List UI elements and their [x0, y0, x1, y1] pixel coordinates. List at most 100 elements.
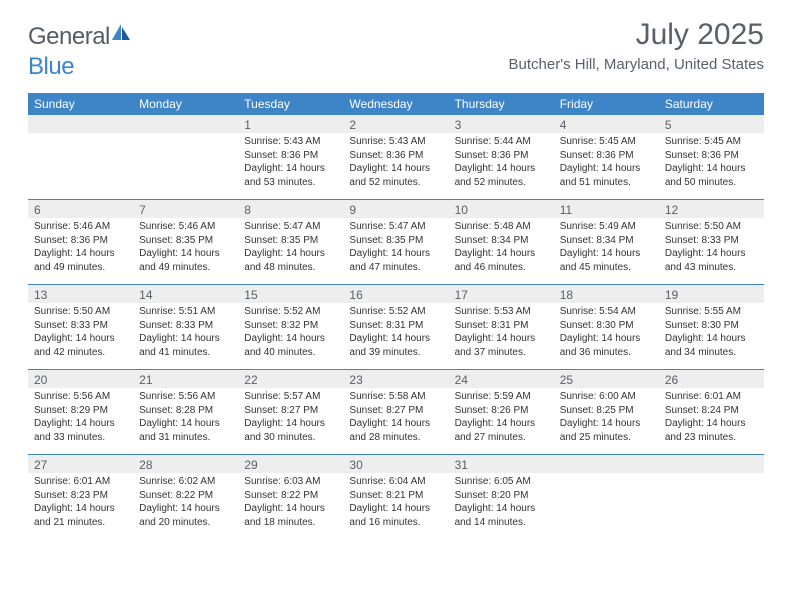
day-cell: 11Sunrise: 5:49 AMSunset: 8:34 PMDayligh…	[554, 200, 659, 284]
day-number	[659, 455, 764, 473]
daylight-text-1: Daylight: 14 hours	[349, 247, 442, 261]
calendar-grid: Sunday Monday Tuesday Wednesday Thursday…	[28, 93, 764, 539]
day-number: 23	[343, 370, 448, 388]
day-number: 15	[238, 285, 343, 303]
day-body: Sunrise: 5:45 AMSunset: 8:36 PMDaylight:…	[554, 133, 659, 193]
day-number: 5	[659, 115, 764, 133]
daylight-text-2: and 48 minutes.	[244, 261, 337, 275]
sunset-text: Sunset: 8:28 PM	[139, 404, 232, 418]
day-number: 20	[28, 370, 133, 388]
daylight-text-1: Daylight: 14 hours	[560, 332, 653, 346]
sunrise-text: Sunrise: 5:57 AM	[244, 390, 337, 404]
day-body: Sunrise: 5:47 AMSunset: 8:35 PMDaylight:…	[343, 218, 448, 278]
day-header: Thursday	[449, 93, 554, 115]
day-header: Monday	[133, 93, 238, 115]
day-number: 3	[449, 115, 554, 133]
day-body: Sunrise: 6:05 AMSunset: 8:20 PMDaylight:…	[449, 473, 554, 533]
day-cell: 30Sunrise: 6:04 AMSunset: 8:21 PMDayligh…	[343, 455, 448, 539]
sunrise-text: Sunrise: 5:50 AM	[34, 305, 127, 319]
day-cell	[659, 455, 764, 539]
daylight-text-1: Daylight: 14 hours	[349, 162, 442, 176]
sunset-text: Sunset: 8:31 PM	[455, 319, 548, 333]
day-number: 19	[659, 285, 764, 303]
day-body: Sunrise: 5:55 AMSunset: 8:30 PMDaylight:…	[659, 303, 764, 363]
daylight-text-2: and 31 minutes.	[139, 431, 232, 445]
day-body: Sunrise: 5:46 AMSunset: 8:35 PMDaylight:…	[133, 218, 238, 278]
day-number	[133, 115, 238, 133]
sunset-text: Sunset: 8:25 PM	[560, 404, 653, 418]
daylight-text-1: Daylight: 14 hours	[34, 247, 127, 261]
sunrise-text: Sunrise: 5:45 AM	[665, 135, 758, 149]
day-number: 4	[554, 115, 659, 133]
day-number: 7	[133, 200, 238, 218]
week-row: 27Sunrise: 6:01 AMSunset: 8:23 PMDayligh…	[28, 454, 764, 539]
day-number: 13	[28, 285, 133, 303]
daylight-text-2: and 49 minutes.	[139, 261, 232, 275]
day-number: 22	[238, 370, 343, 388]
daylight-text-2: and 16 minutes.	[349, 516, 442, 530]
day-number	[554, 455, 659, 473]
daylight-text-1: Daylight: 14 hours	[34, 417, 127, 431]
week-row: 20Sunrise: 5:56 AMSunset: 8:29 PMDayligh…	[28, 369, 764, 454]
day-number: 18	[554, 285, 659, 303]
daylight-text-2: and 43 minutes.	[665, 261, 758, 275]
day-body: Sunrise: 6:00 AMSunset: 8:25 PMDaylight:…	[554, 388, 659, 448]
sunrise-text: Sunrise: 5:56 AM	[139, 390, 232, 404]
daylight-text-1: Daylight: 14 hours	[139, 417, 232, 431]
day-cell: 20Sunrise: 5:56 AMSunset: 8:29 PMDayligh…	[28, 370, 133, 454]
day-number	[28, 115, 133, 133]
sunset-text: Sunset: 8:36 PM	[560, 149, 653, 163]
day-body: Sunrise: 5:50 AMSunset: 8:33 PMDaylight:…	[659, 218, 764, 278]
day-body: Sunrise: 5:57 AMSunset: 8:27 PMDaylight:…	[238, 388, 343, 448]
sunrise-text: Sunrise: 5:54 AM	[560, 305, 653, 319]
day-number: 24	[449, 370, 554, 388]
day-cell: 16Sunrise: 5:52 AMSunset: 8:31 PMDayligh…	[343, 285, 448, 369]
day-cell: 4Sunrise: 5:45 AMSunset: 8:36 PMDaylight…	[554, 115, 659, 199]
daylight-text-2: and 27 minutes.	[455, 431, 548, 445]
day-cell: 29Sunrise: 6:03 AMSunset: 8:22 PMDayligh…	[238, 455, 343, 539]
sunrise-text: Sunrise: 5:51 AM	[139, 305, 232, 319]
daylight-text-2: and 41 minutes.	[139, 346, 232, 360]
day-body: Sunrise: 5:52 AMSunset: 8:32 PMDaylight:…	[238, 303, 343, 363]
day-body: Sunrise: 5:45 AMSunset: 8:36 PMDaylight:…	[659, 133, 764, 193]
day-number: 30	[343, 455, 448, 473]
day-number: 10	[449, 200, 554, 218]
daylight-text-2: and 18 minutes.	[244, 516, 337, 530]
day-cell: 27Sunrise: 6:01 AMSunset: 8:23 PMDayligh…	[28, 455, 133, 539]
sunrise-text: Sunrise: 5:47 AM	[349, 220, 442, 234]
daylight-text-1: Daylight: 14 hours	[665, 417, 758, 431]
day-cell: 24Sunrise: 5:59 AMSunset: 8:26 PMDayligh…	[449, 370, 554, 454]
day-body: Sunrise: 5:56 AMSunset: 8:29 PMDaylight:…	[28, 388, 133, 448]
day-cell: 8Sunrise: 5:47 AMSunset: 8:35 PMDaylight…	[238, 200, 343, 284]
sunset-text: Sunset: 8:23 PM	[34, 489, 127, 503]
week-row: 6Sunrise: 5:46 AMSunset: 8:36 PMDaylight…	[28, 199, 764, 284]
day-cell: 19Sunrise: 5:55 AMSunset: 8:30 PMDayligh…	[659, 285, 764, 369]
daylight-text-2: and 28 minutes.	[349, 431, 442, 445]
sunset-text: Sunset: 8:36 PM	[244, 149, 337, 163]
day-cell: 14Sunrise: 5:51 AMSunset: 8:33 PMDayligh…	[133, 285, 238, 369]
day-body: Sunrise: 5:43 AMSunset: 8:36 PMDaylight:…	[238, 133, 343, 193]
sunset-text: Sunset: 8:29 PM	[34, 404, 127, 418]
day-cell: 22Sunrise: 5:57 AMSunset: 8:27 PMDayligh…	[238, 370, 343, 454]
sunset-text: Sunset: 8:35 PM	[139, 234, 232, 248]
daylight-text-1: Daylight: 14 hours	[139, 247, 232, 261]
daylight-text-2: and 36 minutes.	[560, 346, 653, 360]
sunset-text: Sunset: 8:22 PM	[244, 489, 337, 503]
day-cell	[28, 115, 133, 199]
page: General July 2025 Butcher's Hill, Maryla…	[0, 0, 792, 539]
daylight-text-1: Daylight: 14 hours	[244, 417, 337, 431]
daylight-text-2: and 52 minutes.	[455, 176, 548, 190]
daylight-text-1: Daylight: 14 hours	[349, 332, 442, 346]
day-number: 11	[554, 200, 659, 218]
day-cell: 15Sunrise: 5:52 AMSunset: 8:32 PMDayligh…	[238, 285, 343, 369]
day-body: Sunrise: 6:04 AMSunset: 8:21 PMDaylight:…	[343, 473, 448, 533]
daylight-text-2: and 45 minutes.	[560, 261, 653, 275]
day-cell	[554, 455, 659, 539]
day-body: Sunrise: 5:56 AMSunset: 8:28 PMDaylight:…	[133, 388, 238, 448]
sunrise-text: Sunrise: 5:59 AM	[455, 390, 548, 404]
week-row: 1Sunrise: 5:43 AMSunset: 8:36 PMDaylight…	[28, 115, 764, 199]
daylight-text-1: Daylight: 14 hours	[34, 332, 127, 346]
day-cell: 26Sunrise: 6:01 AMSunset: 8:24 PMDayligh…	[659, 370, 764, 454]
day-cell: 7Sunrise: 5:46 AMSunset: 8:35 PMDaylight…	[133, 200, 238, 284]
sunset-text: Sunset: 8:36 PM	[349, 149, 442, 163]
